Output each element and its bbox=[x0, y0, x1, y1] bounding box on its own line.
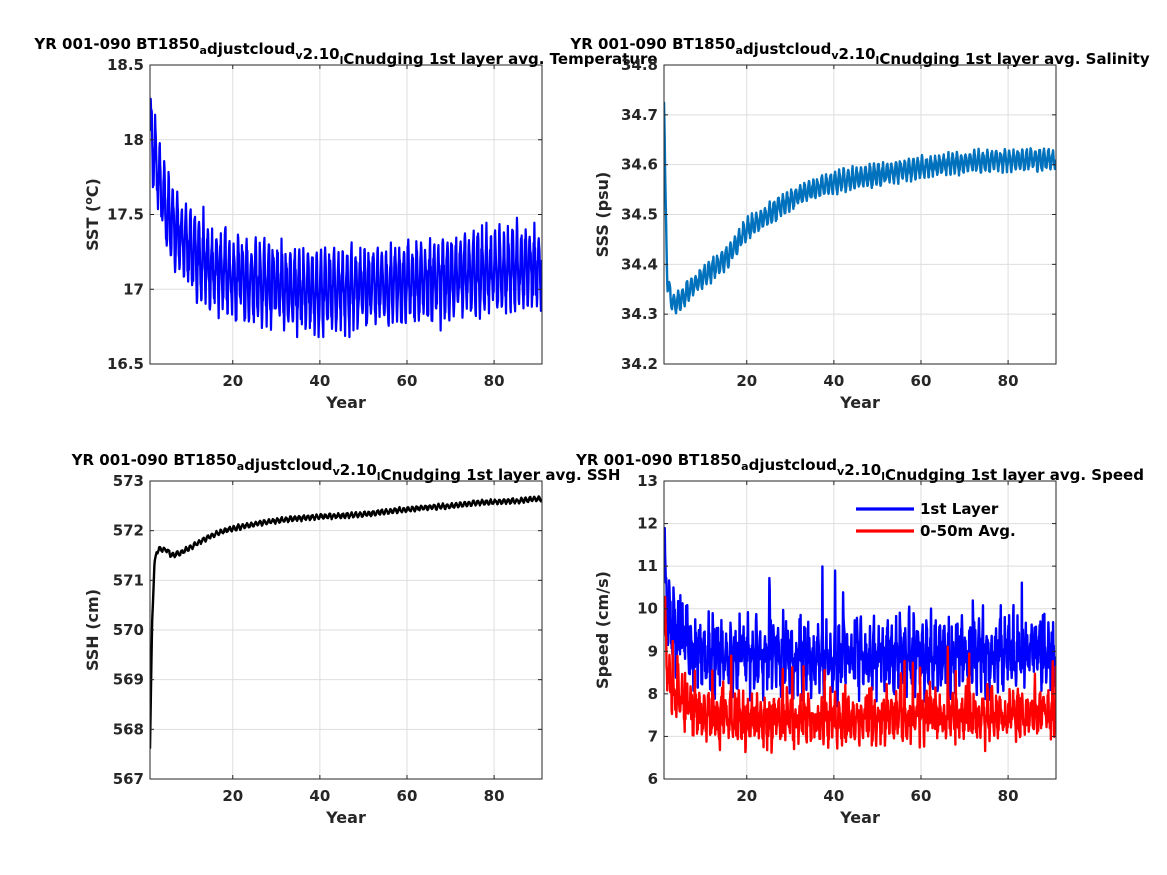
y-tick-label: 34.2 bbox=[621, 355, 658, 373]
x-tick-label: 40 bbox=[309, 372, 330, 390]
y-axis-label: Speed (cm/s) bbox=[593, 571, 612, 689]
y-tick-label: 34.3 bbox=[621, 305, 658, 323]
x-tick-label: 80 bbox=[998, 787, 1019, 805]
chart-panel-4: 20 40 60 80 6 7 8 9 10 11 12 13 Year Speed (cm/s) YR 0… bbox=[575, 451, 1144, 827]
x-tick-label: 80 bbox=[484, 372, 505, 390]
y-tick-label: 34.7 bbox=[621, 106, 658, 124]
y-tick-label: 17 bbox=[123, 280, 144, 298]
x-axis-label: Year bbox=[325, 808, 366, 827]
y-tick-label: 6 bbox=[648, 770, 658, 788]
x-axis-label: Year bbox=[325, 393, 366, 412]
x-tick-label: 60 bbox=[397, 372, 418, 390]
y-tick-label: 34.4 bbox=[621, 255, 658, 273]
y-tick-label: 17.5 bbox=[107, 206, 144, 224]
x-tick-label: 60 bbox=[911, 372, 932, 390]
y-axis-label: SST (oC) bbox=[82, 178, 102, 251]
legend-label-1: 1st Layer bbox=[920, 500, 999, 518]
y-tick-label: 16.5 bbox=[107, 355, 144, 373]
legend-label-2: 0-50m Avg. bbox=[920, 522, 1016, 540]
y-tick-label: 10 bbox=[637, 600, 658, 618]
y-tick-label: 573 bbox=[113, 472, 144, 490]
y-axis-label: SSH (cm) bbox=[83, 589, 102, 671]
y-tick-label: 570 bbox=[113, 621, 144, 639]
x-tick-label: 40 bbox=[309, 787, 330, 805]
x-axis-label: Year bbox=[839, 393, 880, 412]
y-tick-label: 569 bbox=[113, 671, 144, 689]
x-tick-label: 20 bbox=[222, 372, 243, 390]
y-tick-label: 18.5 bbox=[107, 56, 144, 74]
x-axis-label: Year bbox=[839, 808, 880, 827]
y-tick-label: 8 bbox=[648, 685, 658, 703]
y-tick-label: 11 bbox=[637, 557, 658, 575]
y-tick-label: 7 bbox=[648, 727, 658, 745]
y-tick-label: 34.5 bbox=[621, 206, 658, 224]
x-tick-label: 40 bbox=[823, 372, 844, 390]
y-tick-label: 34.6 bbox=[621, 156, 658, 174]
chart-title: YR 001-090 BT1850adjustcloudv2.10lCnudgi… bbox=[71, 451, 621, 484]
y-tick-label: 13 bbox=[637, 472, 658, 490]
x-tick-label: 60 bbox=[397, 787, 418, 805]
y-tick-label: 12 bbox=[637, 515, 658, 533]
chart-panel-3: 20 40 60 80 567 568 569 570 571 572 573 Year SSH (cm… bbox=[71, 451, 621, 827]
y-tick-label: 571 bbox=[113, 571, 144, 589]
x-tick-label: 20 bbox=[222, 787, 243, 805]
x-tick-label: 20 bbox=[736, 372, 757, 390]
chart-title: YR 001-090 BT1850adjustcloudv2.10lCnudgi… bbox=[575, 451, 1144, 484]
y-tick-label: 568 bbox=[113, 720, 144, 738]
y-tick-label: 18 bbox=[123, 131, 144, 149]
x-tick-label: 20 bbox=[736, 787, 757, 805]
x-tick-label: 80 bbox=[998, 372, 1019, 390]
figure: 20 40 60 80 16.5 17 17.5 18 18.5 Year SST (oC) YR 0… bbox=[0, 0, 1167, 875]
y-tick-label: 572 bbox=[113, 522, 144, 540]
y-axis-label: SSS (psu) bbox=[593, 172, 612, 258]
y-tick-label: 34.8 bbox=[621, 56, 658, 74]
x-tick-label: 80 bbox=[484, 787, 505, 805]
x-tick-label: 60 bbox=[911, 787, 932, 805]
chart-panel-2: 20 40 60 80 34.2 34.3 34.4 34.5 34.6 34.7 34.8 Year… bbox=[569, 35, 1149, 412]
x-tick-label: 40 bbox=[823, 787, 844, 805]
y-tick-label: 9 bbox=[648, 642, 658, 660]
y-tick-label: 567 bbox=[113, 770, 144, 788]
